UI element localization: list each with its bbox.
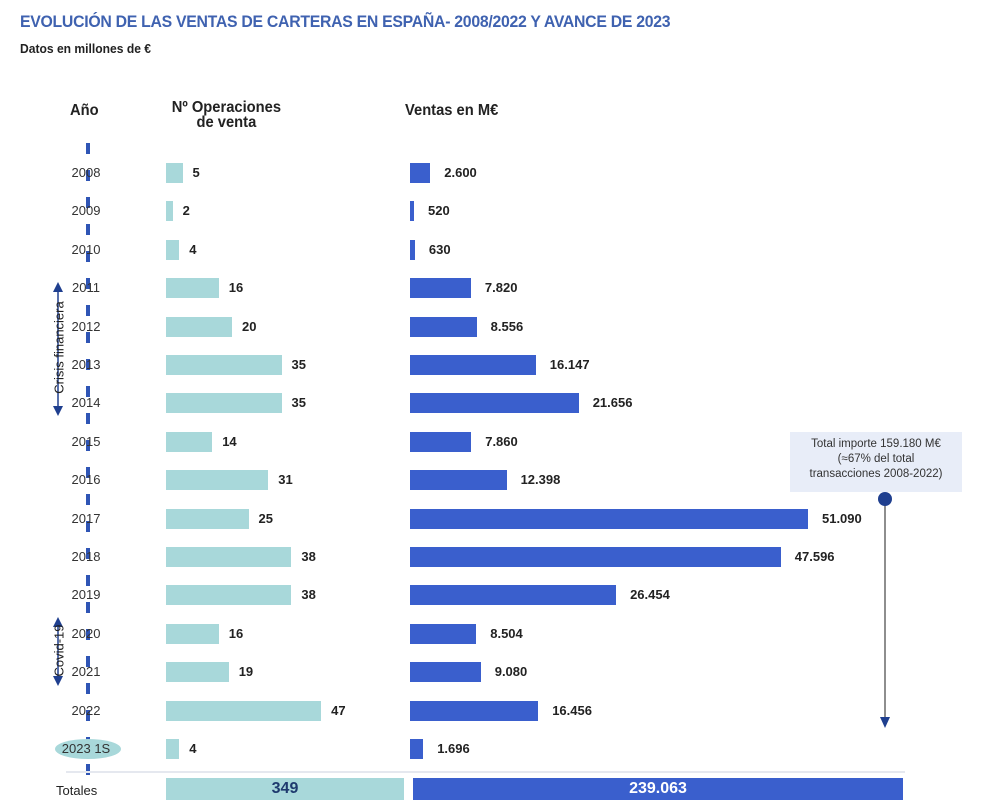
operations-bar [166, 585, 292, 606]
year-label: 2017 [71, 510, 101, 526]
total-box-line-1: Total importe 159.180 M€ [811, 438, 941, 450]
operations-bar [166, 623, 219, 644]
operations-value: 25 [258, 510, 273, 526]
year-label: 2010 [71, 241, 101, 257]
year-label: 2018 [71, 549, 101, 564]
sales-bar [410, 700, 539, 721]
sales-value: 630 [428, 241, 451, 257]
sales-bar [410, 739, 424, 759]
sales-value: 9.080 [494, 664, 528, 680]
year-label: 2015 [71, 433, 101, 449]
year-label: 2021 [71, 664, 101, 680]
header-year: Año [70, 102, 99, 119]
sales-bar [410, 201, 415, 222]
sales-value: 21.656 [592, 395, 633, 411]
sales-bar [410, 393, 579, 414]
operations-value: 14 [222, 433, 237, 449]
operations-value: 4 [189, 241, 197, 257]
sales-bar [410, 547, 781, 567]
year-label: 2022 [71, 702, 101, 718]
operations-bar [166, 739, 180, 759]
operations-value: 4 [189, 741, 197, 756]
sales-value: 16.456 [552, 702, 592, 718]
sales-value: 51.090 [821, 510, 862, 526]
sales-value: 7.820 [484, 280, 518, 296]
sales-bar [410, 163, 431, 183]
sales-bar [410, 585, 617, 606]
total-box-dot [878, 492, 892, 506]
operations-value: 38 [301, 549, 316, 564]
crisis-label: Crisis financiera [51, 301, 67, 394]
sales-value: 1.696 [437, 741, 470, 756]
operations-bar [166, 393, 282, 414]
sales-value: 520 [428, 203, 450, 219]
operations-bar [166, 547, 292, 567]
year-label: 2012 [71, 318, 101, 334]
year-highlight [55, 739, 121, 759]
sales-bar [410, 355, 536, 375]
year-label: 2019 [71, 587, 101, 603]
sales-bar [410, 239, 415, 260]
header-sales: Ventas en M€ [405, 102, 499, 119]
operations-value: 20 [242, 318, 257, 334]
sales-bar [410, 508, 808, 529]
sales-value: 12.398 [520, 472, 561, 488]
operations-value: 31 [278, 472, 293, 488]
sales-bar [410, 662, 481, 683]
operations-bar [166, 355, 282, 375]
sales-value: 8.504 [490, 625, 523, 641]
operations-bar [166, 163, 183, 183]
operations-bar [166, 201, 173, 222]
total-box-line-3: transacciones 2008-2022) [809, 468, 943, 480]
operations-value: 35 [291, 357, 306, 372]
operations-bar [166, 431, 213, 452]
sales-value: 7.860 [485, 433, 518, 449]
operations-bar [166, 470, 269, 491]
sales-bar [410, 470, 507, 491]
totals-sales: 239.063 [413, 778, 903, 800]
operations-value: 2 [182, 203, 190, 219]
total-box-arrowhead [880, 717, 890, 728]
operations-bar [166, 508, 249, 529]
year-label: 2009 [71, 203, 101, 219]
chart-subtitle: Datos en millones de € [20, 41, 152, 56]
sales-bar [410, 623, 477, 644]
sales-value: 2.600 [444, 165, 477, 180]
operations-bar [166, 700, 322, 721]
operations-bar [166, 278, 219, 299]
operations-bar [166, 239, 180, 260]
chart-title: EVOLUCIÓN DE LAS VENTAS DE CARTERAS EN E… [20, 12, 671, 31]
year-label: 2020 [71, 625, 101, 641]
year-label: 2014 [71, 395, 101, 411]
operations-value: 38 [301, 587, 316, 603]
year-label: 2023 1S [61, 741, 111, 756]
operations-bar [166, 662, 229, 683]
totals-label: Totales [56, 783, 98, 798]
totals-operations: 349 [166, 778, 404, 800]
total-box-annotation: Total importe 159.180 M€ (≈67% del total… [790, 432, 962, 492]
year-label: 2011 [72, 280, 100, 296]
operations-value: 16 [228, 625, 244, 641]
operations-value: 5 [192, 165, 200, 180]
year-label: 2013 [71, 357, 101, 372]
sales-bar [410, 316, 477, 337]
sales-bar [410, 278, 471, 299]
operations-bar [166, 316, 232, 337]
operations-value: 19 [238, 664, 254, 680]
sales-value: 26.454 [630, 587, 670, 603]
year-label: 2008 [71, 165, 101, 180]
covid-label: Covid-19 [51, 624, 67, 677]
operations-value: 35 [291, 395, 306, 411]
sales-value: 8.556 [490, 318, 524, 334]
operations-value: 47 [331, 702, 346, 718]
header-operations: Nº Operaciones de venta [171, 99, 282, 131]
total-box-line-2: (≈67% del total [837, 453, 915, 465]
year-label: 2016 [71, 472, 101, 488]
sales-value: 16.147 [549, 357, 590, 372]
sales-bar [410, 431, 472, 452]
sales-value: 47.596 [794, 549, 835, 564]
operations-value: 16 [228, 280, 244, 296]
